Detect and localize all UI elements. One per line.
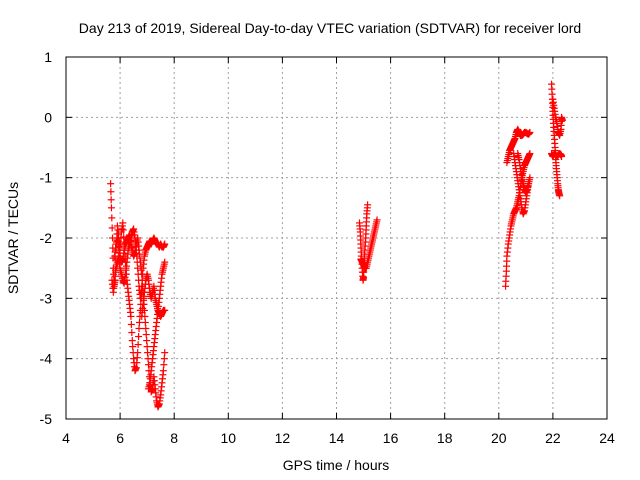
axis-ticks [65,56,608,420]
data-point [142,331,150,339]
data-point [161,258,169,266]
data-point [141,318,149,326]
y-tick-label: -5 [40,411,53,427]
data-point [134,341,142,349]
data-point [161,349,169,357]
data-point [135,325,143,332]
data-point [161,240,169,248]
x-tick-label: 18 [437,430,453,446]
data-point [119,219,127,227]
data-point [128,329,136,337]
data-point [161,306,169,314]
data-point [108,224,116,232]
data-point [107,196,115,204]
y-tick-label: 0 [44,109,52,125]
data-point [525,180,533,188]
x-tick-label: 20 [491,430,507,446]
data-point [160,355,168,363]
data-point [526,128,534,136]
data-point [558,116,566,124]
data-point [134,349,142,357]
data-point [142,325,150,332]
y-axis-label: SDTVAR / TECUs [5,182,21,294]
data-point [144,349,152,357]
x-tick-label: 12 [275,430,291,446]
x-tick-label: 16 [383,430,399,446]
y-tick-label: -3 [40,290,53,306]
data-point [107,188,115,196]
data-point [160,361,168,369]
data-point [108,214,116,222]
x-tick-label: 8 [170,430,178,446]
data-point [107,180,115,188]
data-point [119,226,127,234]
data-point [526,174,534,182]
data-point [128,337,136,345]
x-tick-label: 6 [116,430,124,446]
data-point [558,153,566,161]
data-point [107,204,115,212]
y-tick-label: -1 [40,170,53,186]
data-point [159,367,167,375]
chart-title: Day 213 of 2019, Sidereal Day-to-day VTE… [79,20,581,36]
data-point [373,216,381,224]
y-tick-label: -2 [40,230,53,246]
data-point [129,343,137,351]
data-point [526,150,534,158]
data-points [107,80,566,411]
data-point [143,337,151,345]
y-tick-labels: -5 -4 -3 -2 -1 0 1 [40,49,53,427]
x-tick-label: 22 [545,430,561,446]
data-point [135,333,143,341]
data-point [135,318,143,326]
data-point [127,312,135,320]
data-point [143,343,151,351]
x-tick-label: 10 [221,430,237,446]
y-tick-label: 1 [44,49,52,65]
x-axis-label: GPS time / hours [283,457,390,473]
data-point [556,192,564,200]
y-tick-label: -4 [40,351,53,367]
data-point [364,201,372,209]
data-point [127,320,135,328]
x-tick-label: 4 [62,430,70,446]
x-tick-label: 24 [599,430,615,446]
x-tick-label: 14 [329,430,345,446]
x-tick-labels: 4 6 8 10 12 14 16 18 20 22 24 [62,430,615,446]
